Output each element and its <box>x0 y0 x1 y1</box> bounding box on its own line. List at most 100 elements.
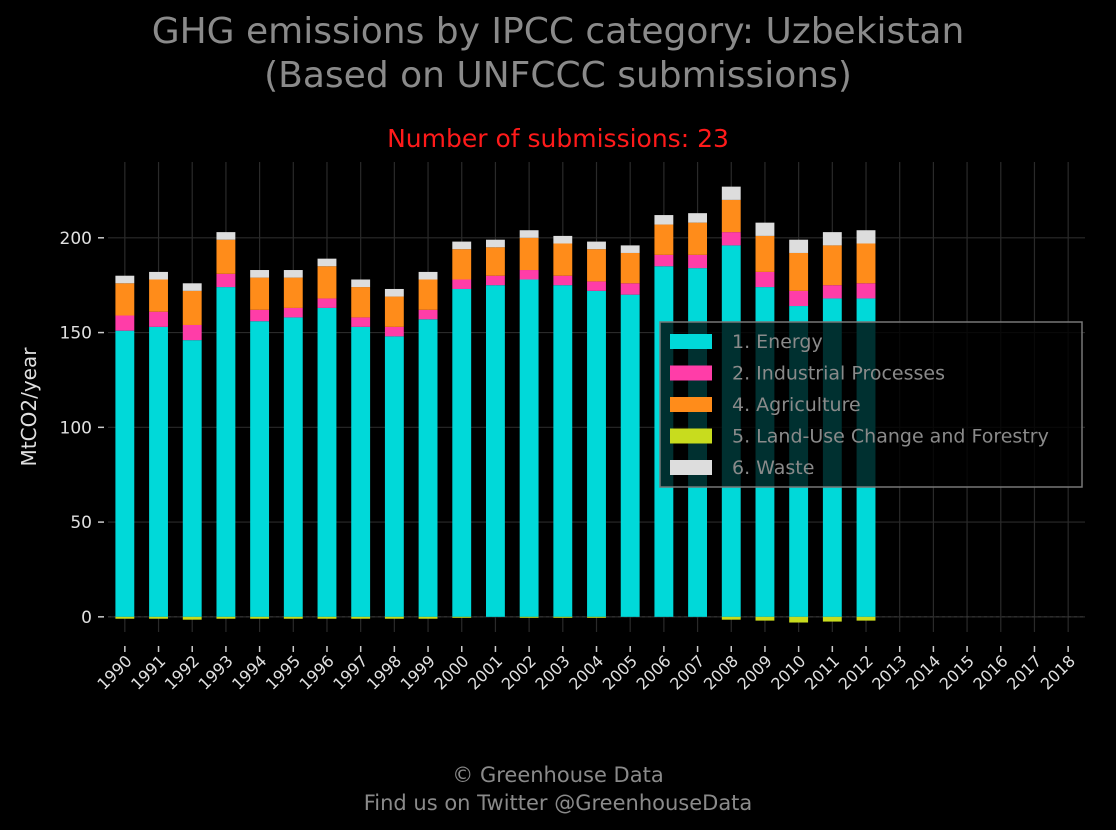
x-tick-label: 2015 <box>936 651 978 693</box>
bar-segment <box>115 616 135 619</box>
bar-segment <box>351 317 371 327</box>
bar-segment <box>283 277 303 308</box>
bar-segment <box>351 616 371 619</box>
bar-segment <box>418 319 438 617</box>
bar-segment <box>654 224 674 255</box>
legend-swatch <box>670 334 712 349</box>
y-axis-label: MtCO2/year <box>17 347 41 467</box>
bar-segment <box>519 230 539 238</box>
bar-segment <box>149 616 168 619</box>
bar-segment <box>384 296 404 327</box>
chart-title: GHG emissions by IPCC category: Uzbekist… <box>0 10 1116 98</box>
bar-segment <box>317 616 337 619</box>
bar-segment <box>822 232 842 246</box>
x-tick-label: 1990 <box>93 651 135 693</box>
bar-segment <box>822 285 842 299</box>
x-tick-label: 2000 <box>430 651 472 693</box>
bar-segment <box>587 616 606 618</box>
bar-segment <box>721 199 741 233</box>
legend-label: 6. Waste <box>732 457 814 479</box>
bar-segment <box>789 290 809 307</box>
bar-segment <box>587 241 606 250</box>
bar-segment <box>822 245 842 286</box>
bar-segment <box>384 336 404 617</box>
bar-segment <box>216 232 236 240</box>
bar-segment <box>485 275 505 286</box>
bar-segment <box>182 340 202 617</box>
bar-segment <box>721 616 741 620</box>
stacked-bar-chart: 0 50 100 150 200 1990199119921993199419951996… <box>17 162 1085 694</box>
bar-segment <box>452 279 472 289</box>
x-tick-label: 2014 <box>902 651 944 693</box>
chart-title-line-1: GHG emissions by IPCC category: Uzbekist… <box>151 11 965 52</box>
bar-segment <box>216 239 236 274</box>
bar-segment <box>182 283 202 291</box>
bar-segment <box>553 285 573 617</box>
bar-segment <box>620 283 640 295</box>
legend-box <box>659 321 1083 488</box>
bar-segment <box>351 326 371 617</box>
x-tick-label: 2005 <box>599 651 641 693</box>
y-tick-label: 200 <box>60 229 92 249</box>
bar-segment <box>250 277 270 310</box>
bar-segment <box>384 288 404 297</box>
x-tick-label: 1997 <box>329 651 371 693</box>
bar-segment <box>149 271 168 280</box>
bar-segment <box>452 288 472 617</box>
bar-segment <box>856 616 876 621</box>
bar-segment <box>283 616 303 619</box>
x-tick-label: 2004 <box>565 651 607 693</box>
bar-segment <box>250 321 270 617</box>
legend-swatch <box>670 460 712 475</box>
bar-segment <box>587 290 606 617</box>
x-tick-label: 2012 <box>835 651 877 693</box>
x-tick-label: 2001 <box>464 651 506 693</box>
bar-segment <box>418 616 438 619</box>
bar-segment <box>553 235 573 244</box>
chart-title-line-2: (Based on UNFCCC submissions) <box>264 55 852 96</box>
legend-swatch <box>670 397 712 412</box>
bar-segment <box>755 222 775 236</box>
x-tick-label: 2006 <box>632 651 674 693</box>
bar-segment <box>351 287 371 318</box>
bar-segment <box>721 186 741 200</box>
bar-segment <box>620 252 640 284</box>
bar-segment <box>452 249 472 280</box>
bar-segment <box>620 245 640 253</box>
bar-segment <box>115 275 135 284</box>
x-tick-label: 2013 <box>868 651 910 693</box>
bar-segment <box>384 326 404 337</box>
bar-segment <box>856 230 876 244</box>
x-tick-label: 2016 <box>969 651 1011 693</box>
y-tick-label: 150 <box>60 324 92 344</box>
bar-segment <box>351 279 371 288</box>
bar-segment <box>384 616 404 619</box>
y-tick-label: 0 <box>81 608 92 628</box>
y-tick-label: 50 <box>70 513 92 533</box>
x-tick-label: 2007 <box>666 651 708 693</box>
bar-segment <box>317 266 337 299</box>
bar-segment <box>688 213 708 223</box>
bar-segment <box>485 285 505 617</box>
bar-segment <box>553 275 573 286</box>
legend-label: 5. Land-Use Change and Forestry <box>732 426 1049 448</box>
bar-segment <box>317 298 337 308</box>
bar-segment <box>182 324 202 341</box>
bar-segment <box>755 271 775 288</box>
x-tick-label: 1999 <box>397 651 439 693</box>
x-tick-label: 2009 <box>734 651 776 693</box>
bar-segment <box>216 287 236 617</box>
x-tick-label: 2002 <box>498 651 540 693</box>
bar-segment <box>452 241 472 250</box>
bar-segment <box>115 283 135 316</box>
x-tick-label: 1991 <box>127 651 169 693</box>
legend-label: 4. Agriculture <box>732 394 861 416</box>
bar-segment <box>182 616 202 620</box>
bar-segment <box>789 252 809 291</box>
bar-segment <box>721 232 741 246</box>
legend-swatch <box>670 365 712 381</box>
bar-segment <box>418 279 438 310</box>
bar-segment <box>283 317 303 617</box>
footer: © Greenhouse Data Find us on Twitter @Gr… <box>0 761 1116 817</box>
bar-segment <box>553 616 573 618</box>
